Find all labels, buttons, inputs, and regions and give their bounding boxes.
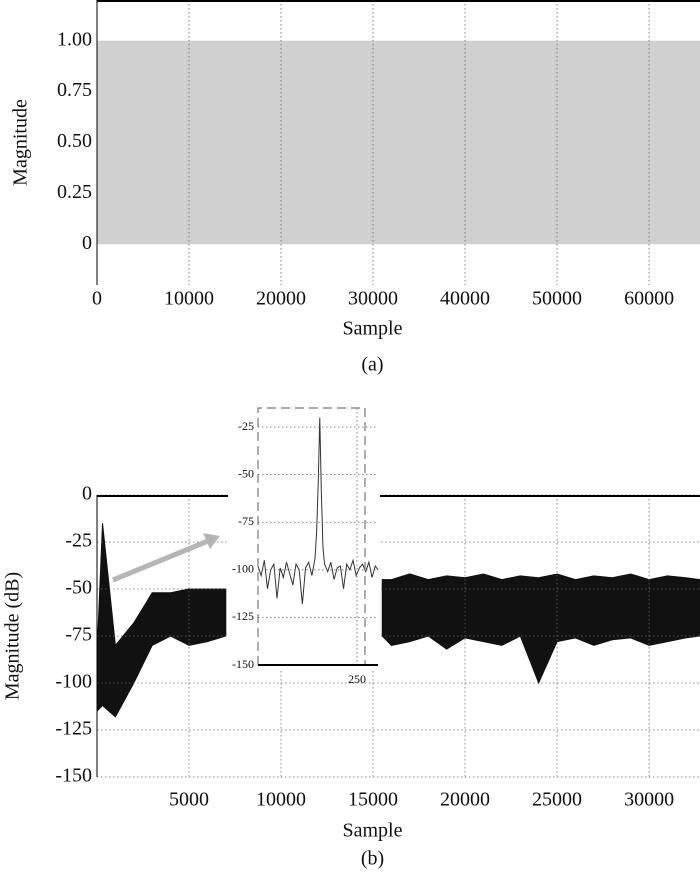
y-tick-label: -125	[232, 609, 254, 623]
x-tick-label: 40000	[440, 288, 490, 310]
spectrum-band	[96, 523, 227, 718]
x-tick-label: 0	[92, 288, 102, 310]
y-axis-label: Magnitude	[10, 99, 32, 186]
y-tick-label: 0	[82, 232, 92, 254]
x-axis-label: Sample	[343, 318, 403, 340]
x-tick-label: 10000	[256, 789, 306, 811]
y-tick-label: -75	[238, 514, 254, 528]
y-tick-label: -100	[55, 671, 92, 693]
arrow-head	[203, 533, 220, 549]
x-tick-label: 15000	[348, 789, 398, 811]
spectrum-line	[257, 417, 379, 605]
y-tick-label: -100	[232, 562, 254, 576]
x-tick-label: 20000	[256, 288, 306, 310]
x-tick-label: 250	[348, 672, 366, 686]
x-axis-label: Sample	[343, 820, 403, 842]
y-tick-label: 0	[82, 483, 92, 505]
spectrum-band	[381, 573, 700, 685]
x-tick-label: 30000	[624, 789, 674, 811]
x-tick-label: 50000	[532, 288, 582, 310]
y-tick-label: -125	[55, 718, 92, 740]
inset-background	[228, 398, 380, 670]
y-tick-label: 1.00	[57, 28, 92, 50]
caption: (b)	[361, 848, 384, 870]
y-tick-label: 0.50	[57, 130, 92, 152]
x-tick-label: 10000	[164, 288, 214, 310]
x-tick-label: 5000	[169, 789, 209, 811]
zoom-arrow	[112, 533, 220, 583]
x-tick-label: 20000	[440, 789, 490, 811]
y-tick-label: -75	[65, 624, 92, 646]
y-tick-label: -150	[232, 657, 254, 671]
signal-area	[97, 40, 700, 245]
y-tick-label: -25	[65, 530, 92, 552]
arrow-shaft	[112, 538, 209, 583]
zoom-frame	[257, 407, 366, 665]
x-tick-label: 30000	[348, 288, 398, 310]
y-tick-label: 0.25	[57, 181, 92, 203]
y-tick-label: -50	[238, 466, 254, 480]
y-tick-label: -50	[65, 577, 92, 599]
y-tick-label: 0.75	[57, 79, 92, 101]
x-tick-label: 25000	[532, 789, 582, 811]
caption: (a)	[361, 354, 383, 376]
y-axis-label: Magnitude (dB)	[2, 572, 24, 700]
y-tick-label: -150	[55, 765, 92, 787]
y-tick-label: -25	[238, 419, 254, 433]
x-tick-label: 60000	[624, 288, 674, 310]
